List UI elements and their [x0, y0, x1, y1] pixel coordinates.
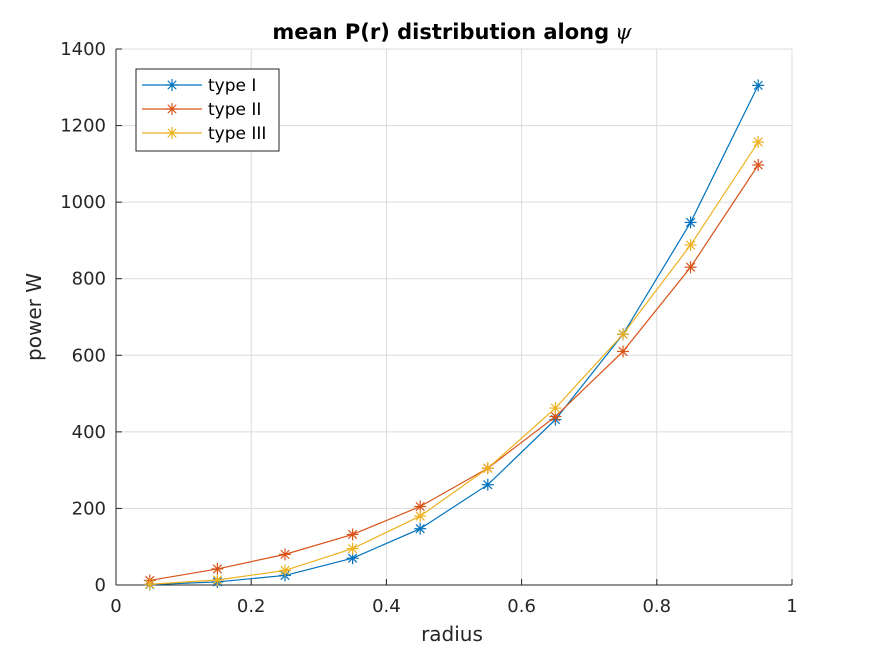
legend-label: type III: [208, 124, 266, 144]
x-tick-label: 1: [786, 596, 797, 617]
data-point: [481, 478, 494, 491]
legend-marker: [166, 127, 178, 139]
y-tick-labels: 0 200 400 600 800 1000 1200 1400: [60, 39, 106, 596]
x-tick-label: 0: [110, 596, 121, 617]
data-point: [414, 510, 427, 523]
legend-marker: [166, 79, 178, 91]
legend-marker: [166, 103, 178, 115]
data-point: [346, 542, 359, 555]
y-axis-label: power W: [22, 273, 46, 361]
data-point: [752, 136, 765, 149]
x-tick-labels: 0 0.2 0.4 0.6 0.8 1: [110, 596, 797, 617]
y-tick-label: 200: [72, 498, 106, 519]
legend-label: type II: [208, 100, 261, 120]
y-tick-label: 800: [72, 269, 106, 290]
data-point: [211, 562, 224, 575]
legend-item: type III: [142, 124, 266, 144]
data-point: [211, 574, 224, 587]
series-3: [143, 136, 765, 591]
x-tick-label: 0.8: [642, 596, 671, 617]
y-tick-label: 0: [95, 575, 106, 596]
data-point: [684, 261, 697, 274]
series-line: [149, 85, 759, 586]
data-point: [752, 79, 765, 92]
data-point: [346, 528, 359, 541]
legend-label: type I: [208, 76, 256, 96]
data-point: [279, 548, 291, 561]
x-tick-label: 0.6: [507, 596, 536, 617]
data-point: [752, 159, 765, 172]
axes: [115, 48, 793, 586]
series-2: [143, 159, 765, 587]
data-point: [279, 564, 291, 577]
legend-item: type II: [142, 100, 261, 120]
series-group: [143, 79, 765, 591]
legend-box: [135, 68, 280, 152]
x-axis-label: radius: [421, 622, 483, 646]
x-tick-label: 0.4: [372, 596, 401, 617]
y-tick-label: 400: [72, 422, 106, 443]
data-point: [143, 578, 156, 591]
chart-title: mean P(r) distribution along ψ: [272, 20, 632, 44]
chart-title-symbol: ψ: [615, 20, 632, 44]
data-point: [684, 239, 697, 252]
data-point: [617, 328, 629, 341]
y-tick-label: 1000: [60, 192, 106, 213]
chart-title-text: mean P(r) distribution along: [272, 20, 609, 44]
y-tick-label: 1200: [60, 116, 106, 137]
series-line: [149, 164, 759, 581]
y-tick-label: 1400: [60, 39, 106, 60]
x-tick-label: 0.2: [237, 596, 266, 617]
data-point: [481, 462, 494, 475]
data-point: [549, 402, 562, 415]
legend-item: type I: [142, 76, 256, 96]
legend: type I type II type III: [135, 68, 280, 152]
y-tick-label: 600: [72, 345, 106, 366]
data-point: [617, 345, 629, 358]
data-point: [684, 216, 697, 229]
data-point: [414, 522, 427, 535]
series-line: [149, 141, 759, 585]
